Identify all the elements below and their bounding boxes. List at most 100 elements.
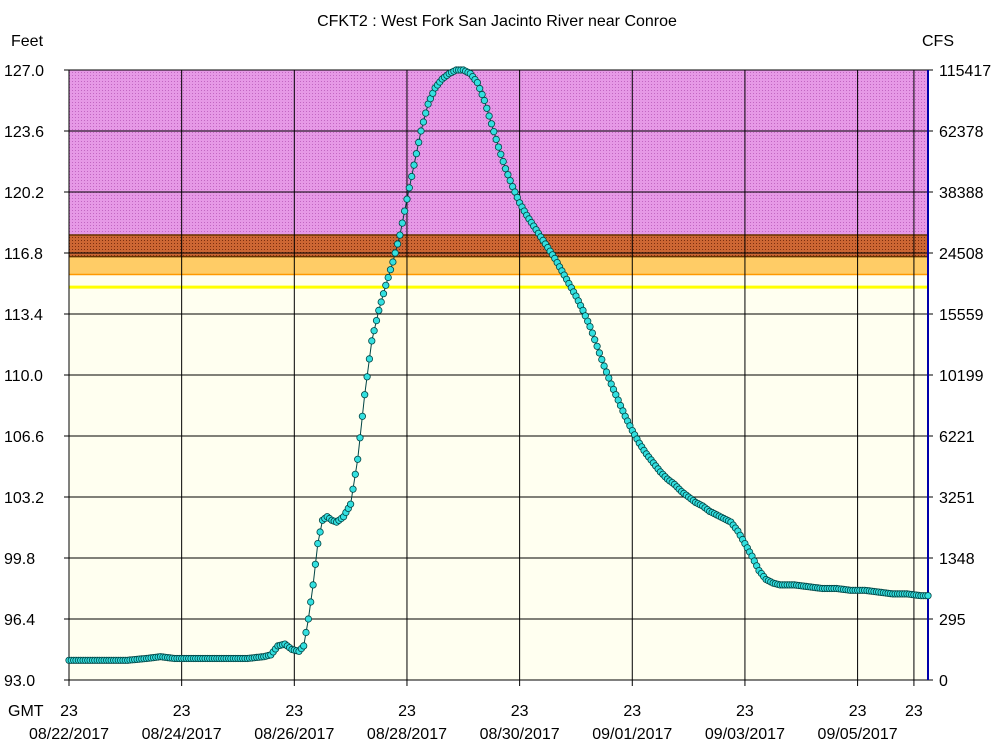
x-tick-hour: 23: [398, 703, 416, 720]
y-tick-label-right: 24508: [939, 246, 984, 263]
y-tick-label-left: 99.8: [4, 551, 35, 568]
x-tick-hour: 23: [173, 703, 191, 720]
stage-point: [408, 172, 416, 181]
stage-point: [351, 470, 359, 478]
flood-band-1: [69, 256, 928, 275]
stage-point: [410, 161, 418, 169]
stage-point: [595, 349, 604, 357]
stage-point: [405, 184, 413, 192]
right-axis-unit-label: CFS: [922, 33, 954, 50]
stage-point: [391, 249, 399, 257]
x-tick-date: 09/01/2017: [592, 726, 672, 743]
stage-point: [375, 306, 383, 314]
stage-point: [314, 539, 322, 548]
x-tick-date: 09/03/2017: [705, 726, 785, 743]
flood-band-2: [69, 235, 928, 257]
stage-point: [480, 96, 488, 105]
stage-point: [598, 355, 606, 364]
stage-point: [361, 391, 369, 399]
stage-point: [393, 240, 402, 248]
stage-point: [384, 273, 392, 282]
stage-point: [346, 500, 355, 508]
y-tick-label-left: 93.0: [4, 673, 35, 690]
stage-point: [400, 207, 409, 215]
y-tick-label-right: 38388: [939, 185, 984, 202]
y-tick-label-left: 120.2: [4, 185, 44, 202]
stage-point: [370, 327, 378, 335]
stage-point: [349, 485, 357, 493]
stage-point: [302, 628, 310, 637]
stage-point: [485, 112, 493, 120]
stage-point: [473, 79, 481, 87]
stage-point: [417, 127, 425, 135]
y-tick-label-right: 6221: [939, 429, 975, 446]
stage-point: [377, 298, 385, 306]
stage-point: [356, 434, 364, 442]
stage-point: [605, 374, 613, 382]
left-axis-unit-label: Feet: [11, 33, 44, 50]
stage-point: [483, 104, 491, 112]
y-tick-label-right: 10199: [939, 368, 984, 385]
stage-point: [415, 138, 423, 146]
stage-point: [398, 219, 406, 227]
y-tick-label-left: 103.2: [4, 490, 44, 507]
stage-point: [419, 118, 427, 126]
stage-point: [309, 581, 317, 589]
x-tick-hour: 23: [60, 703, 78, 720]
stage-point: [476, 84, 484, 93]
stage-point: [499, 157, 507, 166]
y-tick-label-right: 115417: [939, 63, 991, 80]
y-tick-label-right: 295: [939, 612, 966, 629]
y-tick-label-right: 62378: [939, 124, 984, 141]
stage-point: [487, 120, 496, 128]
stage-point: [358, 412, 366, 420]
x-tick-date: 08/30/2017: [480, 726, 560, 743]
x-tick-date: 09/05/2017: [818, 726, 898, 743]
stage-point: [363, 373, 371, 381]
stage-point: [602, 368, 611, 376]
stage-point: [396, 231, 404, 239]
stage-point: [506, 177, 514, 185]
stage-point: [307, 598, 315, 606]
stage-point: [368, 337, 376, 345]
stage-point: [497, 150, 505, 158]
y-tick-label-right: 0: [939, 673, 948, 690]
x-tick-hour: 23: [905, 703, 923, 720]
stage-point: [311, 560, 319, 568]
stage-point: [382, 281, 390, 289]
x-tick-labels: 23 08/22/2017 23 08/24/2017 23 08/26/2017 23 08…: [29, 703, 923, 743]
x-tick-date: 08/26/2017: [254, 726, 334, 743]
x-tick-hour: 23: [511, 703, 529, 720]
stage-point: [494, 143, 503, 151]
x-tick-hour: 23: [623, 703, 641, 720]
x-tick-hour: 23: [849, 703, 867, 720]
x-tick-hour: 23: [285, 703, 303, 720]
chart-axes: [64, 69, 933, 686]
stage-point: [372, 316, 381, 325]
stage-point: [304, 615, 312, 623]
x-tick-date: 08/28/2017: [367, 726, 447, 743]
y-tick-label-left: 123.6: [4, 124, 44, 141]
y-tick-label-right: 15559: [939, 307, 984, 324]
stage-point: [316, 528, 324, 536]
right-y-tick-labels: 0 295 1348 3251 6221 10199 15559 24508 38388 6237…: [939, 63, 991, 690]
stage-point: [504, 171, 512, 179]
stage-point: [490, 128, 498, 136]
y-tick-label-left: 113.4: [4, 307, 43, 324]
stage-point: [379, 290, 388, 298]
stage-point: [389, 258, 397, 266]
stage-point: [478, 90, 486, 99]
stage-point: [588, 329, 597, 337]
y-tick-label-left: 116.8: [4, 246, 43, 263]
stage-point: [365, 355, 373, 363]
stage-point: [501, 165, 510, 173]
stage-point: [600, 362, 608, 370]
stage-point: [386, 266, 395, 274]
left-y-tick-labels: 93.0 96.4 99.8 103.2 106.6 110.0 113.4 116.8 120…: [4, 63, 44, 690]
stage-point: [403, 195, 411, 203]
stage-point: [492, 135, 500, 143]
stage-point: [593, 342, 601, 350]
x-tick-date: 08/24/2017: [142, 726, 222, 743]
y-tick-label-left: 96.4: [4, 612, 35, 629]
